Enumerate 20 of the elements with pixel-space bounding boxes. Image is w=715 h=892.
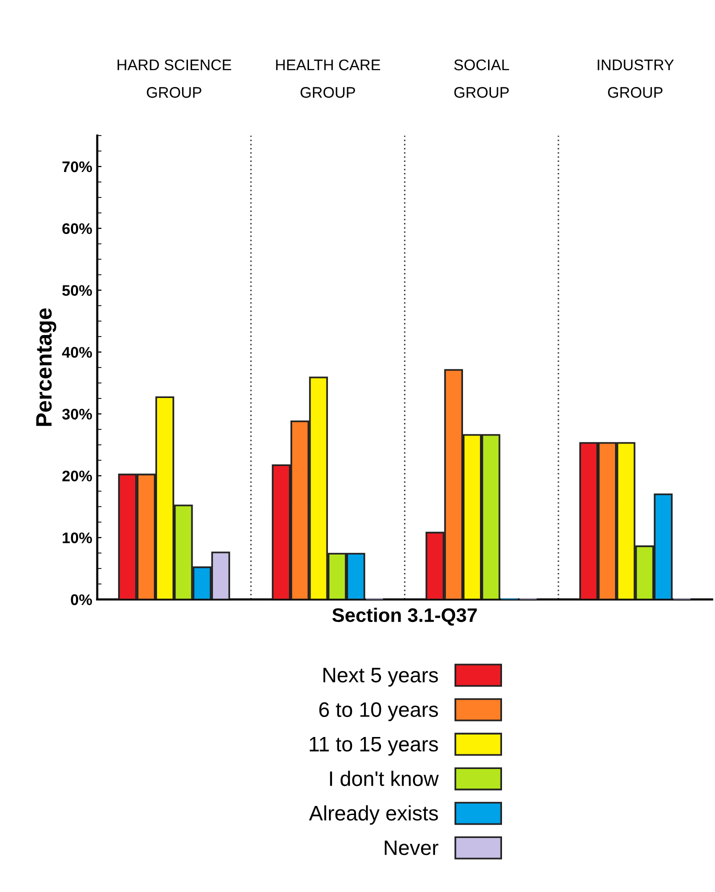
- y-tick-label: 40%: [62, 346, 92, 358]
- y-tick-label: 50%: [62, 285, 92, 296]
- y-axis-title: Percentage: [36, 308, 56, 426]
- legend-label: 11 to 15 years: [310, 736, 438, 756]
- x-tick-label: SOCIAL GROUP: [454, 59, 510, 98]
- y-tick-label: 70%: [62, 161, 92, 172]
- x-tick-label: HEALTH CARE GROUP: [276, 59, 380, 98]
- legend-label: Never: [384, 840, 438, 856]
- x-tick-label: INDUSTRY GROUP: [598, 59, 674, 98]
- legend-label: Already exists: [309, 805, 438, 825]
- x-tick-label: HARD SCIENCE GROUP: [118, 59, 232, 98]
- y-tick-label: 30%: [62, 408, 92, 420]
- legend-label: 6 to 10 years: [319, 702, 438, 722]
- y-tick-label: 10%: [62, 532, 92, 544]
- y-tick-label: 0%: [70, 594, 92, 606]
- legend-label: I don't know: [330, 770, 439, 786]
- y-tick-label: 20%: [62, 470, 92, 482]
- legend-label: Next 5 years: [323, 668, 438, 687]
- y-tick-label: 60%: [62, 223, 92, 234]
- x-axis-title: Section 3.1-Q37: [332, 608, 477, 626]
